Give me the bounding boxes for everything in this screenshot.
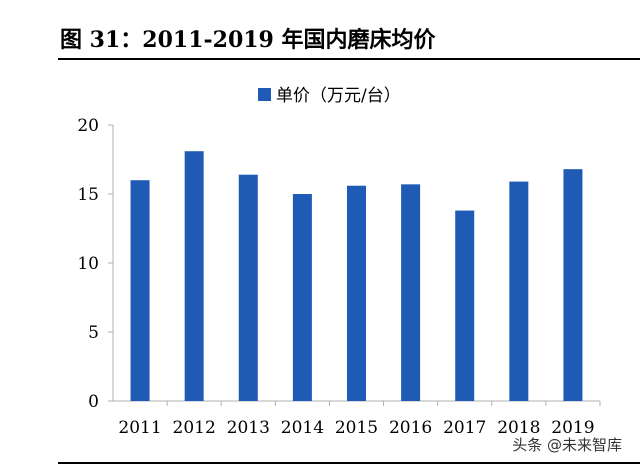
bar-2017 (455, 210, 475, 401)
x-tick-label: 2019 (551, 418, 594, 438)
bar-2011 (130, 180, 150, 401)
bar-2019 (563, 169, 583, 401)
y-tick-label: 20 (77, 116, 99, 136)
x-tick-label: 2017 (443, 418, 486, 438)
y-tick-label: 0 (88, 392, 99, 412)
x-tick-label: 2015 (335, 418, 378, 438)
bar-2013 (238, 174, 258, 401)
y-tick-label: 10 (77, 254, 99, 274)
y-tick-label: 15 (77, 185, 99, 205)
x-tick-label: 2011 (118, 418, 161, 438)
bars (130, 151, 583, 401)
y-axis: 0 5 10 15 20 (77, 116, 114, 412)
x-tick-label: 2012 (173, 418, 216, 438)
x-tick-label: 2018 (497, 418, 540, 438)
legend: 单价（万元/台） (258, 86, 401, 106)
figure-title: 图 31：2011-2019 年国内磨床均价 (60, 27, 436, 53)
bar-2016 (401, 184, 421, 401)
title-rule (58, 58, 640, 60)
y-tick-label: 5 (88, 323, 99, 343)
watermark: 头条 @未来智库 (512, 436, 622, 454)
bar-2015 (347, 185, 366, 401)
bar-2012 (184, 151, 204, 401)
x-tick-label: 2016 (389, 418, 432, 438)
legend-swatch (258, 88, 271, 101)
x-axis: 2011 2012 2013 2014 2015 2016 2017 2018 2019 (113, 400, 601, 438)
bar-2018 (509, 181, 529, 401)
legend-label: 单价（万元/台） (276, 86, 401, 106)
x-tick-label: 2014 (281, 418, 324, 438)
bottom-rule (58, 462, 640, 464)
bar-2014 (292, 194, 312, 401)
x-tick-label: 2013 (227, 418, 270, 438)
